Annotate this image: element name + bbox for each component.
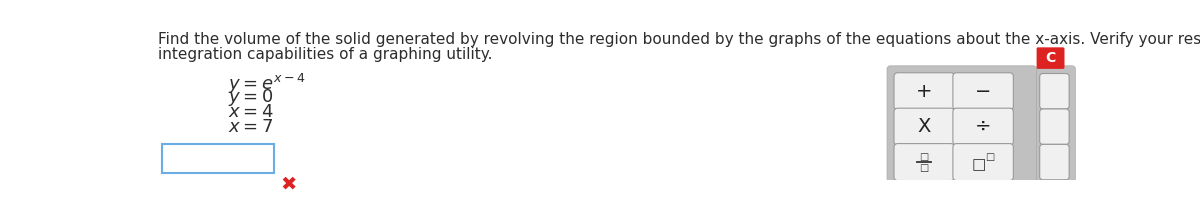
Text: X: X <box>918 117 931 136</box>
Text: □: □ <box>919 152 929 162</box>
FancyBboxPatch shape <box>894 73 954 110</box>
FancyBboxPatch shape <box>1039 109 1069 144</box>
Text: integration capabilities of a graphing utility.: integration capabilities of a graphing u… <box>157 47 492 62</box>
Text: $y = 0$: $y = 0$ <box>228 87 272 108</box>
Text: □: □ <box>919 163 929 173</box>
FancyBboxPatch shape <box>953 108 1013 145</box>
FancyBboxPatch shape <box>1037 66 1075 181</box>
Text: □: □ <box>972 157 986 172</box>
Text: $x = 4$: $x = 4$ <box>228 103 274 121</box>
Text: $y = e^{x-4}$: $y = e^{x-4}$ <box>228 72 305 96</box>
FancyBboxPatch shape <box>1039 74 1069 109</box>
Text: −: − <box>974 82 991 101</box>
FancyBboxPatch shape <box>894 108 954 145</box>
Text: +: + <box>916 82 932 101</box>
Text: C: C <box>1045 51 1056 65</box>
FancyBboxPatch shape <box>894 144 954 181</box>
FancyBboxPatch shape <box>1039 144 1069 180</box>
Text: ✖: ✖ <box>281 174 296 193</box>
FancyBboxPatch shape <box>953 144 1013 181</box>
Text: Find the volume of the solid generated by revolving the region bounded by the gr: Find the volume of the solid generated b… <box>157 32 1200 47</box>
FancyBboxPatch shape <box>1037 47 1064 69</box>
Text: $x = 7$: $x = 7$ <box>228 118 272 136</box>
Text: □: □ <box>985 153 995 162</box>
Bar <box>162 144 274 173</box>
FancyBboxPatch shape <box>887 66 1037 181</box>
FancyBboxPatch shape <box>953 73 1013 110</box>
Text: ÷: ÷ <box>974 117 991 136</box>
